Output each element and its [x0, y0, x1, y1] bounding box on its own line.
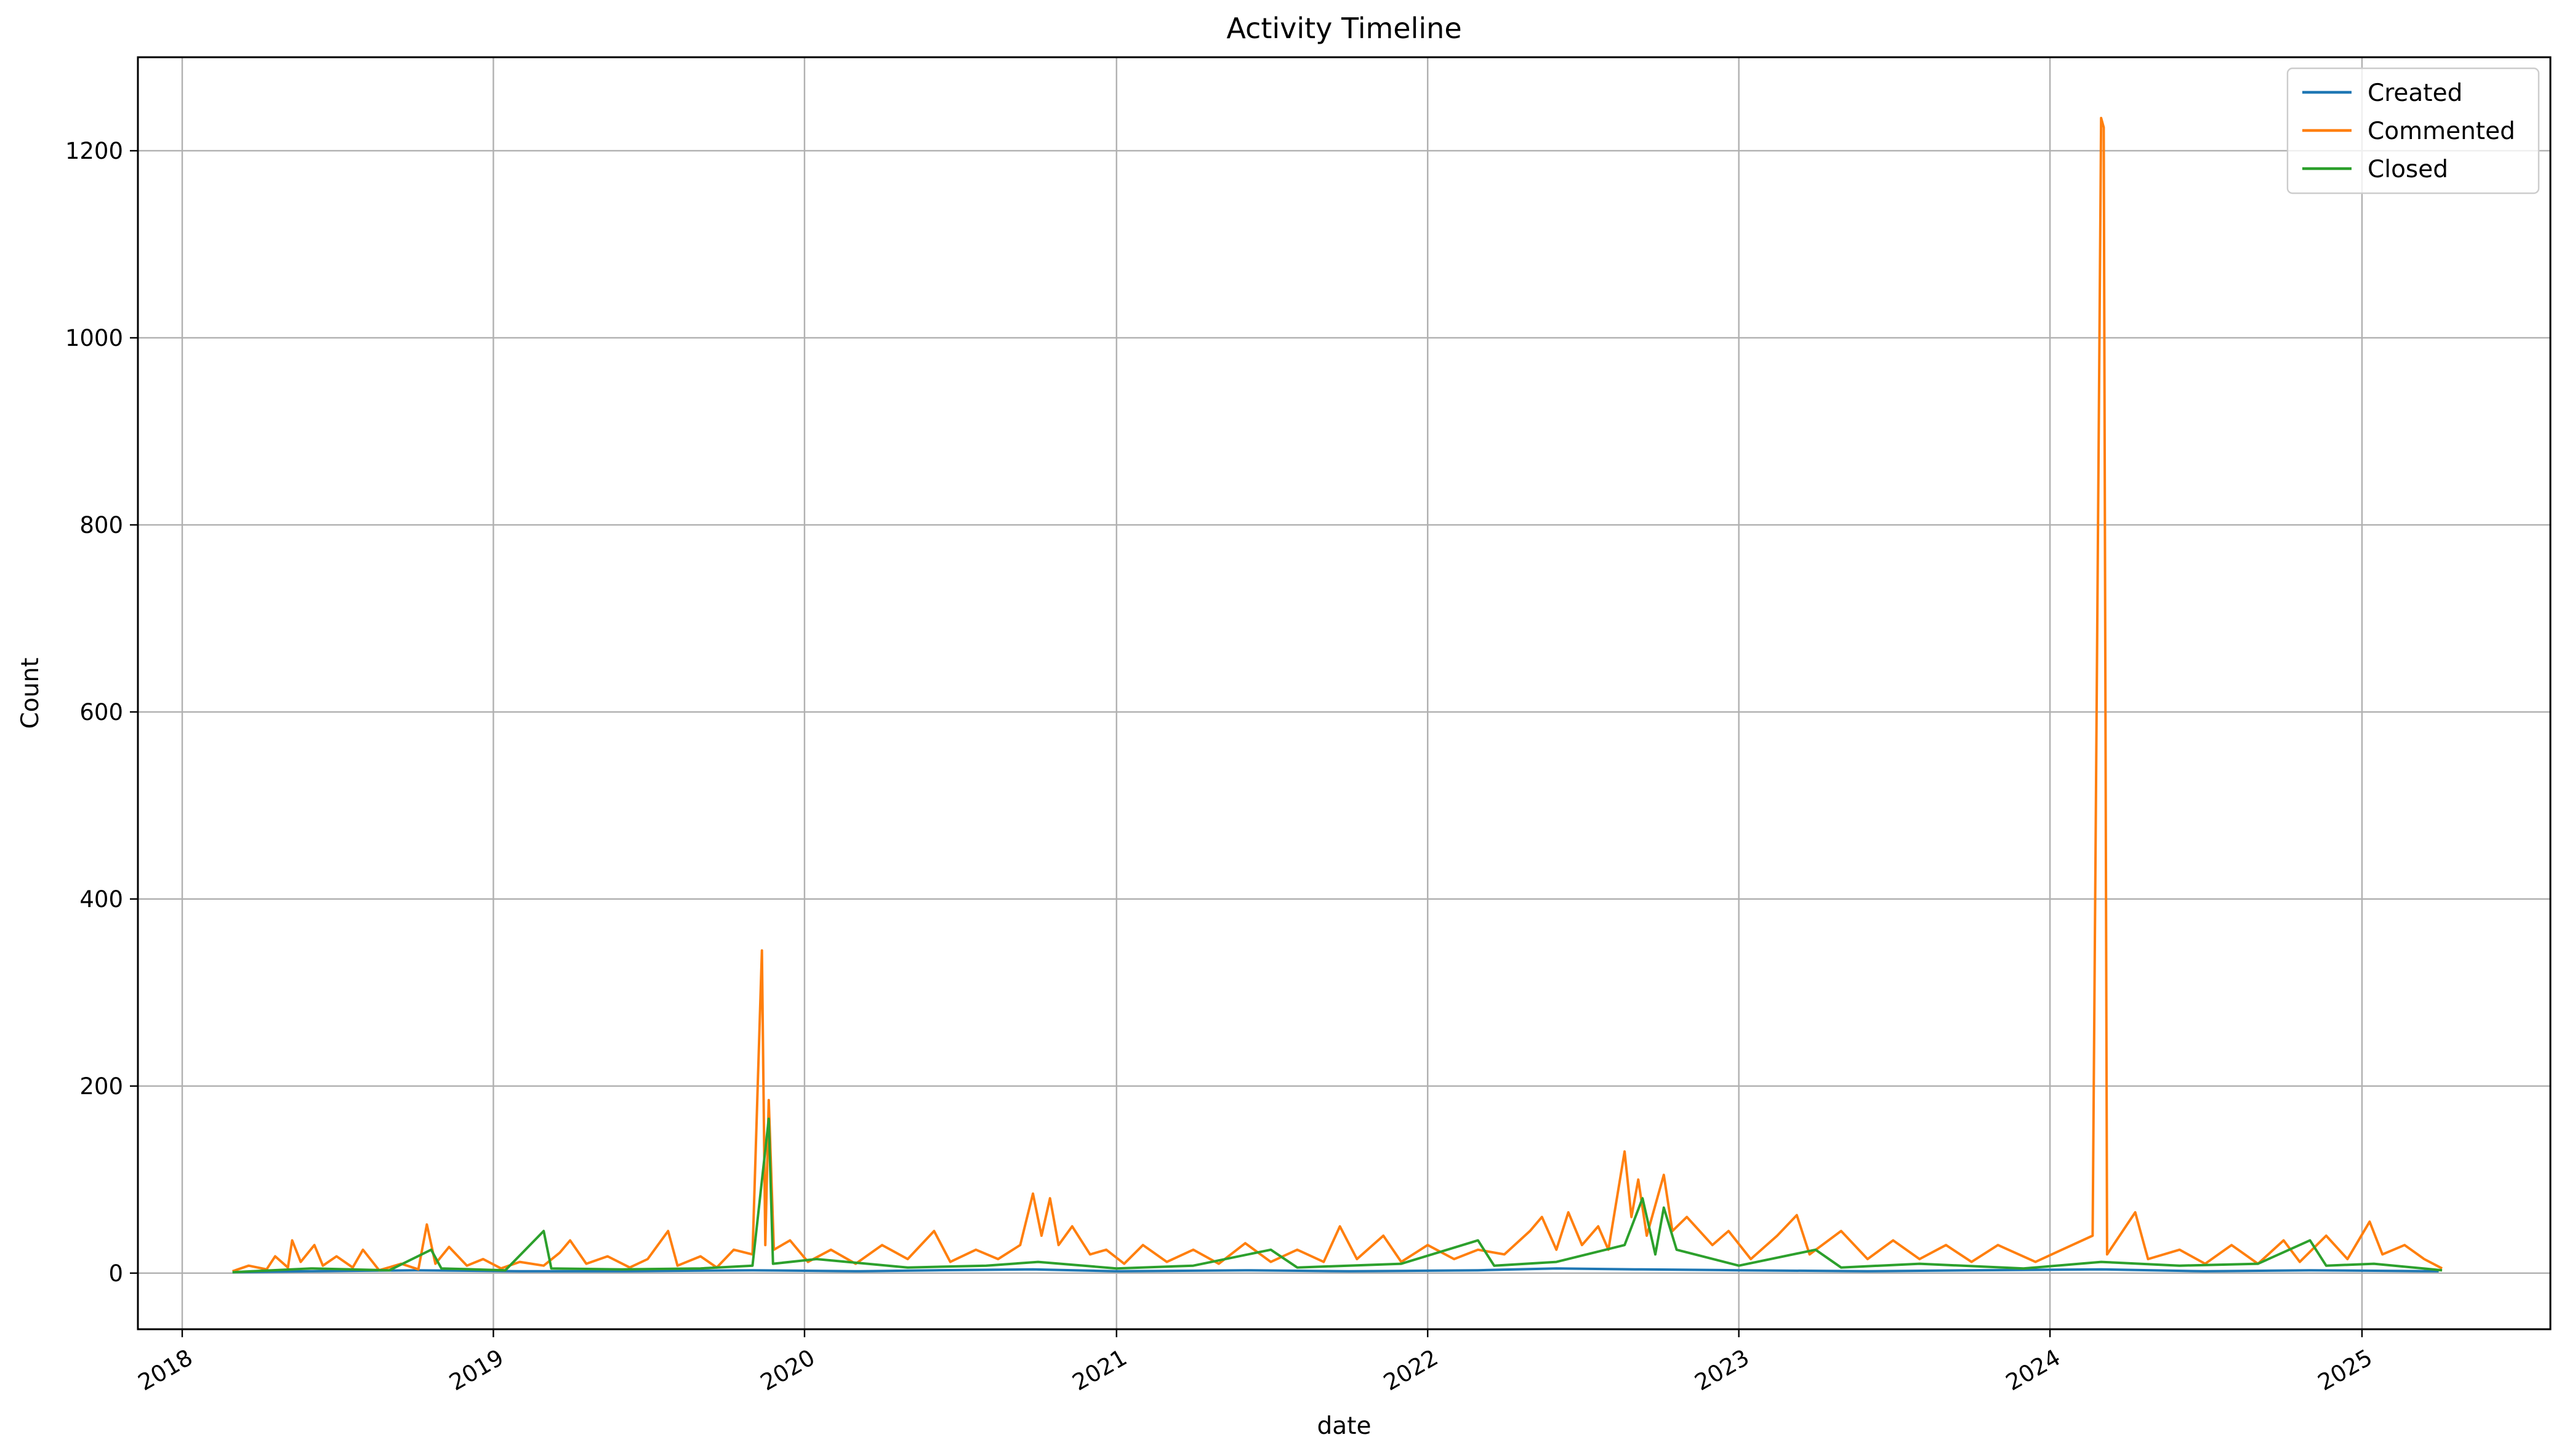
y-tick-label: 1200: [65, 138, 123, 164]
y-tick-label: 800: [79, 512, 123, 538]
legend-box: [2286, 67, 2540, 194]
legend-label: Commented: [2368, 118, 2515, 145]
plot-frame: [137, 56, 2552, 1330]
y-tick-label: 600: [79, 699, 123, 726]
chart-title: Activity Timeline: [1226, 12, 1461, 45]
grid-layer: [138, 57, 2550, 1329]
series-layer: [232, 116, 2443, 1274]
y-axis-title: Count: [17, 658, 44, 729]
y-tick-label: 1000: [65, 325, 123, 351]
legend: Created Commented Closed: [2286, 67, 2540, 194]
series-line-commented: [232, 116, 2443, 1273]
legend-label: Created: [2368, 79, 2462, 107]
series-line-created: [232, 1267, 2439, 1274]
x-axis-title: date: [1317, 1412, 1372, 1440]
y-tick-label: 0: [108, 1260, 123, 1287]
legend-label: Closed: [2368, 156, 2448, 183]
y-tick-label: 200: [79, 1073, 123, 1100]
series-line-closed: [232, 1118, 2443, 1274]
y-tick-label: 400: [79, 886, 123, 913]
